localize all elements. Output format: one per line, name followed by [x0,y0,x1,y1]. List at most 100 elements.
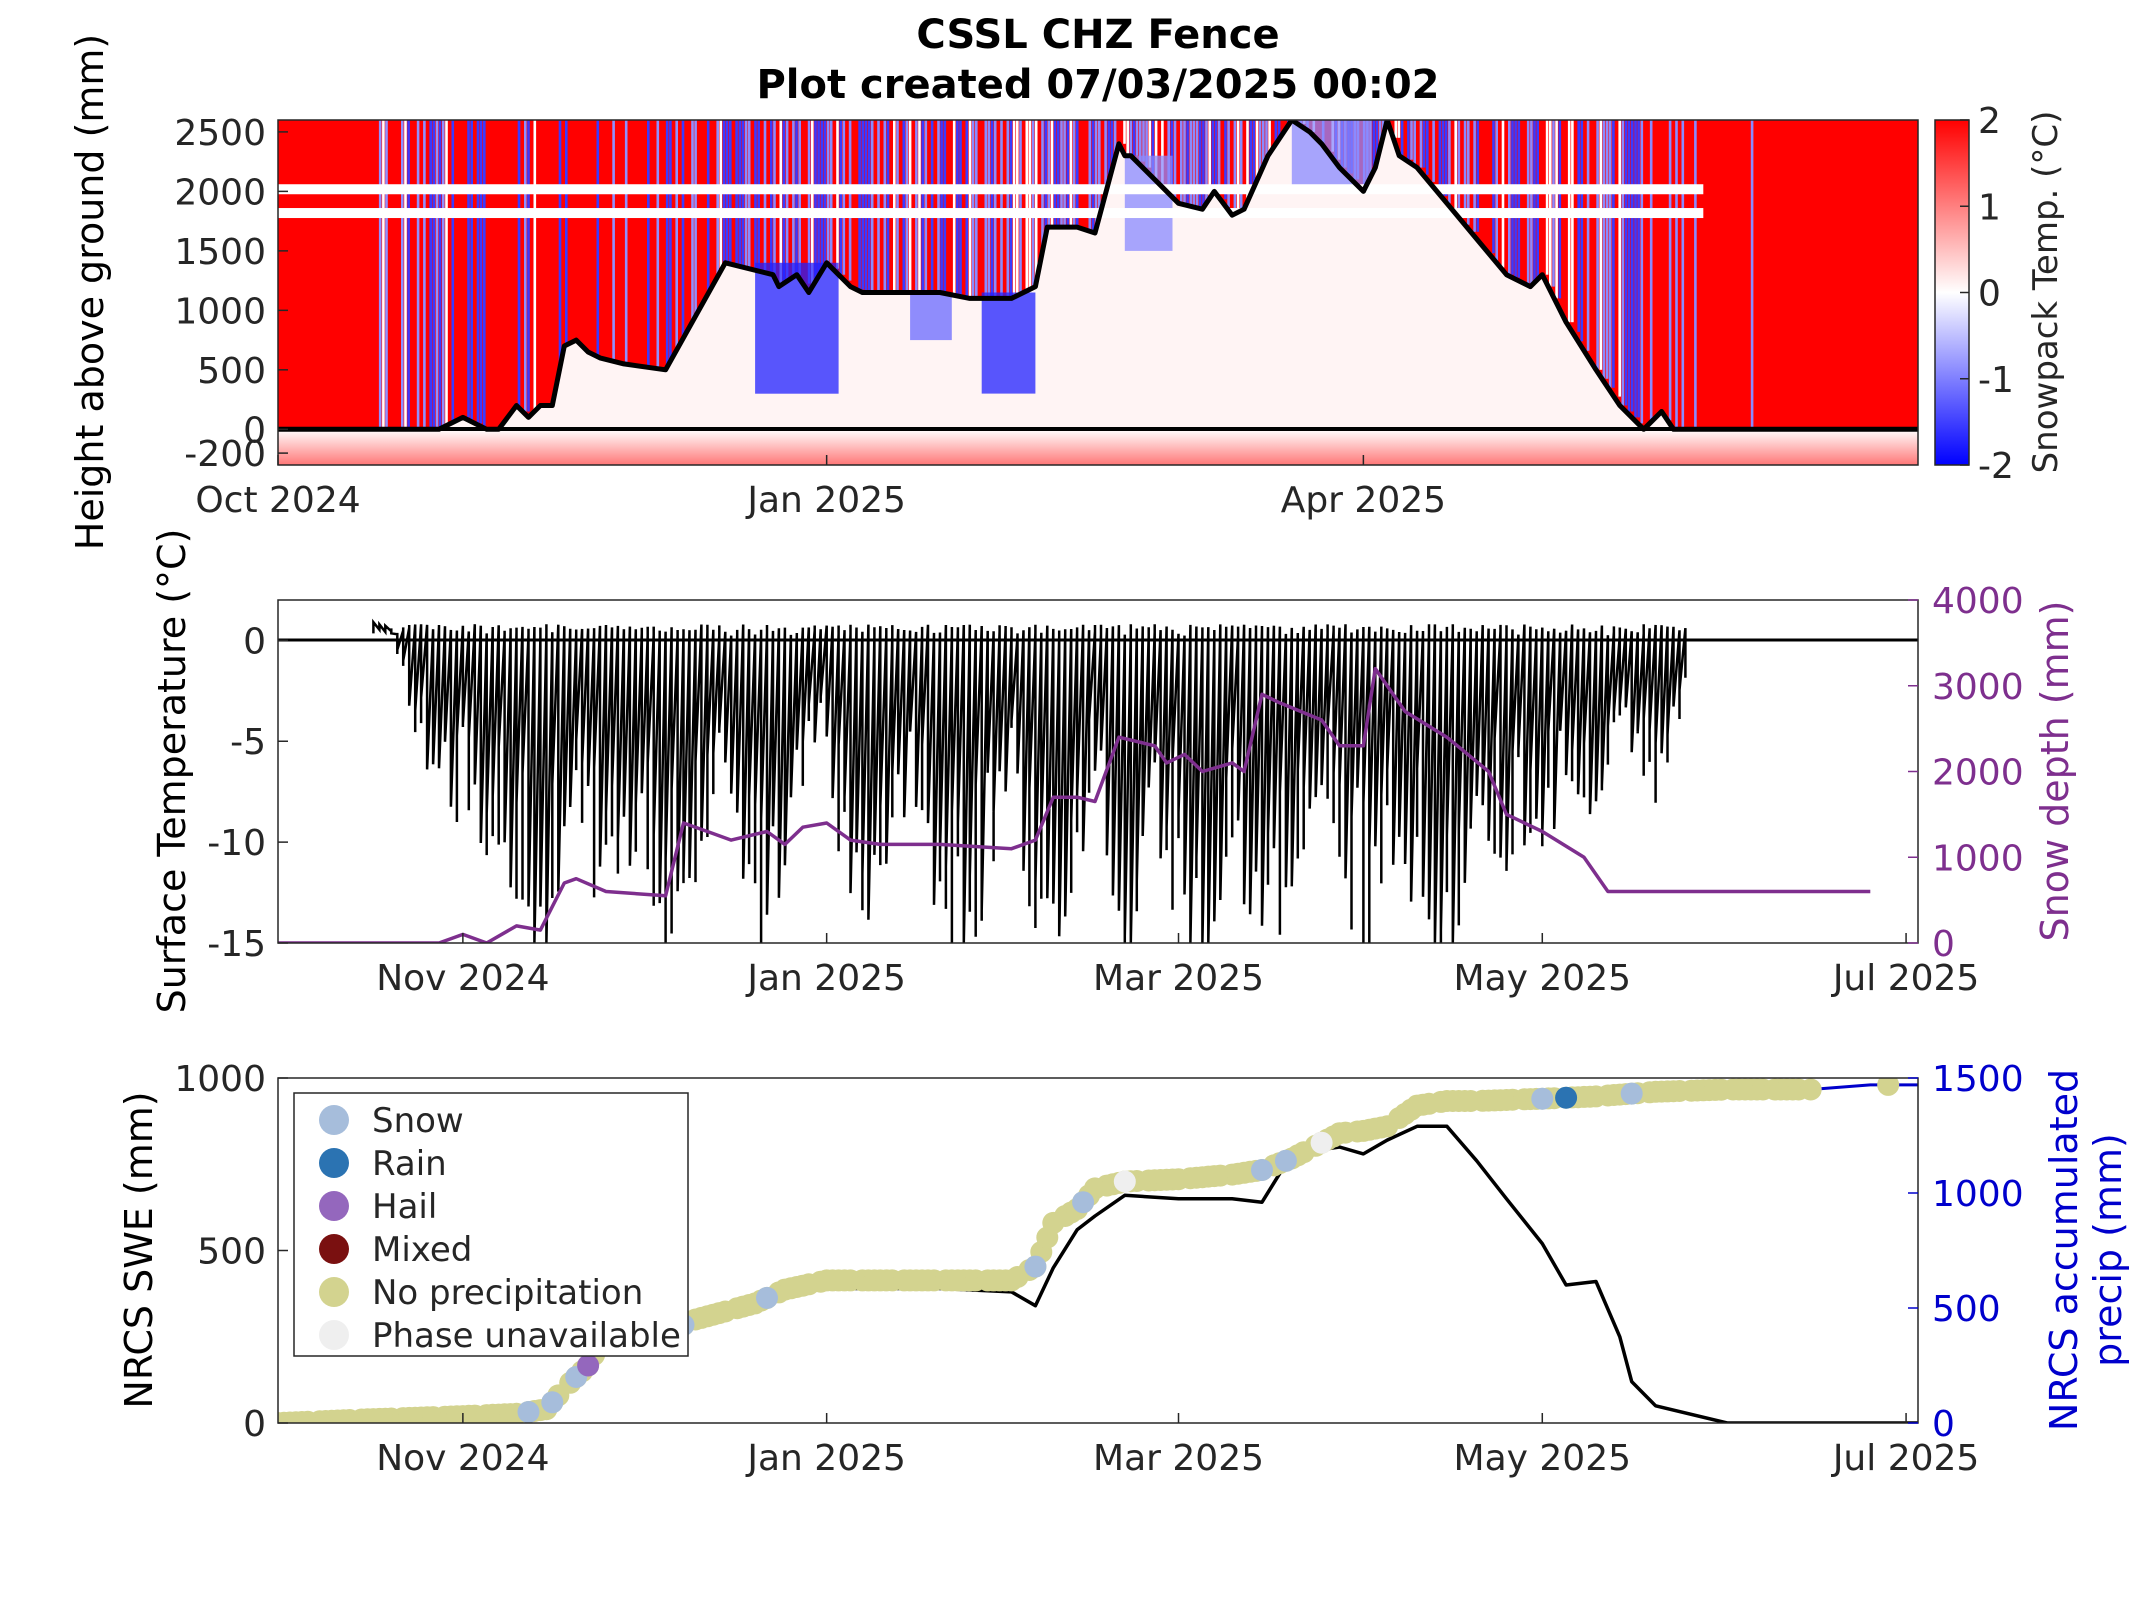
air-temp-stripe [1605,120,1609,379]
air-temp-stripe [1618,120,1621,397]
air-temp-stripe [438,120,442,430]
rain-marker [1555,1086,1578,1109]
air-temp-stripe [1612,120,1615,388]
panel2-y2-ticks: 0 1000 2000 3000 4000 [1908,581,2024,965]
air-temp-stripe [1476,120,1480,232]
panel3-x-ticks: Nov 2024 Jan 2025 Mar 2025 May 2025 Jul 2025 [376,1413,1979,1479]
air-temp-stripe [527,120,530,412]
y-tick-label: 0 [243,1404,266,1445]
air-temp-stripe [1107,120,1111,189]
air-temp-stripe [1224,120,1227,200]
air-temp-stripe [1441,120,1445,197]
air-temp-stripe [429,120,432,430]
air-temp-stripe [1132,120,1136,156]
ground-temp-fill [278,429,1918,465]
panel1-y-ticks: -2000 500 1000 1500 2000 2500 [174,113,288,475]
air-temp-stripe [1211,120,1215,201]
air-temp-stripe [1145,120,1148,168]
air-temp-stripe [1262,120,1265,170]
air-temp-stripe [1675,120,1678,430]
air-temp-stripe [382,120,385,430]
air-temp-stripe [404,120,407,430]
snow-marker [1251,1159,1273,1181]
air-temp-stripe [1198,120,1202,208]
x-tick-label: Oct 2024 [195,480,360,521]
air-temp-stripe [1202,120,1205,208]
air-temp-stripe [1151,120,1155,174]
legend-label: Mixed [372,1230,472,1270]
panel1-frame [277,119,1919,466]
air-temp-stripe [1432,120,1435,182]
air-temp-stripe [814,120,817,293]
air-temp-stripe [1624,120,1628,406]
air-temp-stripe [1596,120,1599,370]
air-temp-stripe [1274,120,1278,147]
legend-box [293,1092,689,1357]
x-tick-label: Jan 2025 [745,1438,906,1479]
air-temp-stripe [1419,120,1423,168]
panel1-x-ticks: Oct 2024 Jan 2025 Apr 2025 [195,455,1446,521]
air-temp-stripe [1249,120,1252,210]
air-temp-stripe [442,120,445,430]
air-temp-stripe [921,120,924,293]
air-temp-stripe [1113,120,1117,167]
panel2-y-ticks: -15 -10 -5 0 [207,621,288,965]
colorbar-tick-label: 2 [1978,101,2001,142]
air-temp-stripe [795,120,798,279]
air-temp-stripe [770,120,773,274]
air-temp-stripe [1536,120,1539,281]
air-temp-stripe [924,120,928,293]
colorbar-tick-label: -1 [1978,360,2014,401]
panel1-y-label: Height above ground (mm) [68,34,112,551]
legend-label: Phase unavailable [372,1316,681,1356]
x-tick-label: Mar 2025 [1093,958,1264,999]
snow-depth-trace [278,120,1918,432]
air-temp-stripe [1552,120,1555,287]
snow-marker [517,1401,540,1423]
air-temp-stripe [1681,120,1685,430]
air-temp-stripe [694,120,697,327]
air-temp-stripe [1195,120,1199,207]
air-temp-stripe [1135,120,1139,156]
hail-marker [577,1354,600,1377]
air-temp-stripe [716,120,719,285]
air-temp-stripe [1139,120,1142,162]
air-temp-stripe [1142,120,1145,162]
x-tick-label: Nov 2024 [376,1438,549,1479]
air-temp-stripe [407,120,410,430]
no-precip-marker [1877,1078,1900,1096]
y-tick-label: 2500 [174,113,266,154]
panel3-y2-label-line1: NRCS accumulatedprecip (mm) [2042,1069,2130,1431]
colorbar-tick-label: 0 [1978,274,2001,315]
air-temp-stripe [1750,120,1754,430]
air-temp-stripe [1549,120,1552,287]
panel2-y-label: Surface Temperature (°C) [150,529,194,1014]
air-temp-stripe [1161,120,1164,186]
air-temp-stripe [1426,120,1429,175]
air-temp-stripe [1047,120,1051,228]
air-temp-stripe [1255,120,1259,196]
x-tick-label: Jan 2025 [745,480,906,521]
y2-tick-label: 2000 [1932,753,2024,794]
air-temp-stripe [1069,120,1073,228]
panel2-x-ticks: Nov 2024 Jan 2025 Mar 2025 May 2025 Jul 2025 [376,933,1979,999]
air-temp-stripe [1511,120,1514,275]
air-temp-stripe [1094,120,1098,231]
air-temp-stripe [1268,120,1271,156]
y-tick-label: 1000 [174,291,266,332]
air-temp-stripe [1454,120,1457,211]
nrcs-swe-panel: 0 500 1000 0 500 1000 1500 Nov 2024 Jan 2025 Ma… [117,1059,2130,1479]
colorbar-label: Snowpack Temp. (°C) [2026,111,2066,474]
air-temp-stripe [1088,120,1092,230]
air-temp-stripe [1041,120,1044,287]
phase-unavailable-marker [1310,1131,1333,1154]
air-temp-stripe [1533,120,1536,287]
y-tick-label: 500 [197,1232,266,1273]
air-temp-stripe [1183,120,1186,204]
air-temp-stripe [479,120,483,424]
air-temp-stripe [782,120,786,287]
air-temp-stripe [1413,120,1416,164]
air-temp-stripe [754,120,757,269]
air-temp-stripe [1098,120,1101,233]
